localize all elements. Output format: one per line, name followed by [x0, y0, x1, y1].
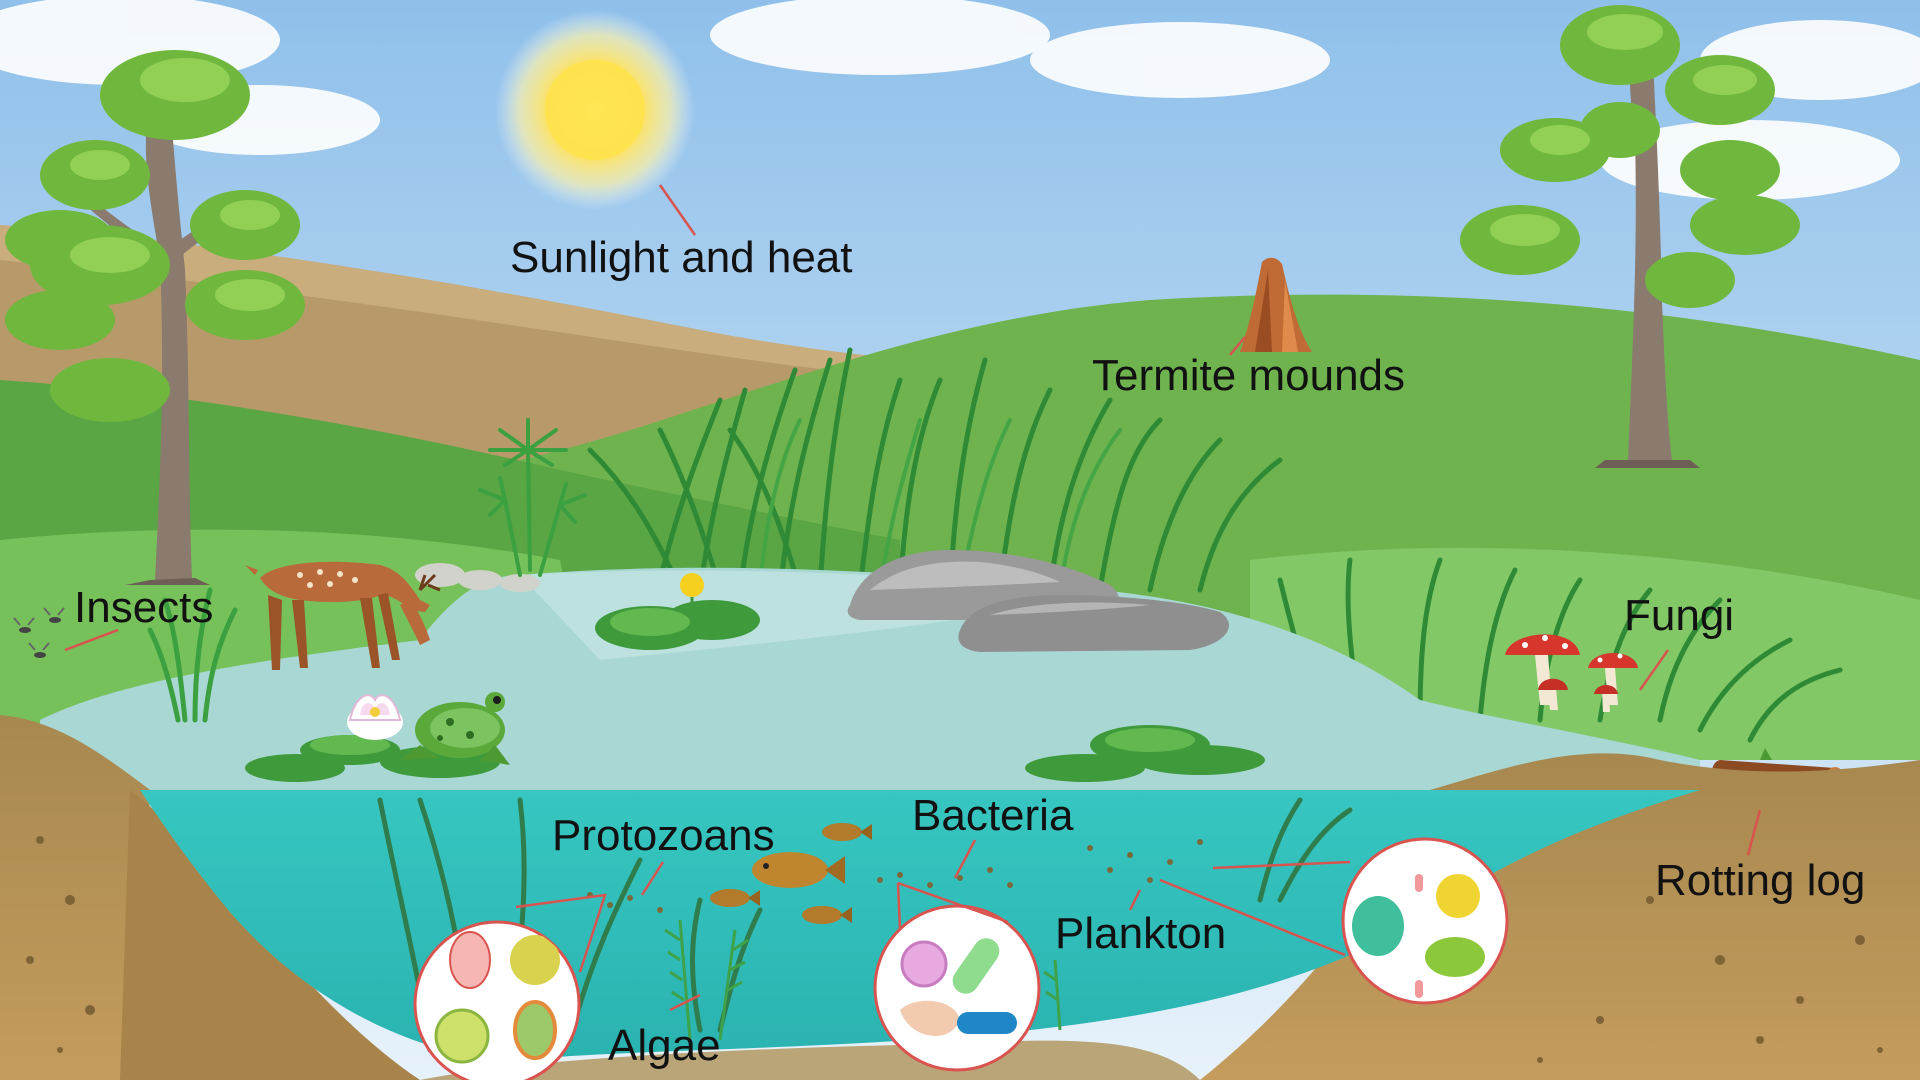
soil-texture — [26, 836, 1883, 1063]
insect-icons — [13, 607, 65, 658]
label-bacteria: Bacteria — [912, 791, 1074, 840]
termite-mound-icon — [1240, 257, 1312, 352]
rock-icon — [847, 550, 1229, 652]
reeds — [147, 587, 238, 723]
soil — [0, 715, 150, 1080]
bacteria-magnifier — [873, 904, 1041, 1072]
mushroom-icon — [1505, 634, 1638, 712]
plankton-magnifier — [1341, 837, 1509, 1005]
label-insects: Insects — [74, 583, 213, 632]
label-protozoans: Protozoans — [552, 811, 775, 860]
tree-icon-left — [5, 50, 305, 585]
deer-icon — [245, 561, 441, 670]
label-algae: Algae — [608, 1021, 721, 1070]
water-lily-icon — [347, 694, 403, 740]
protozoans-magnifier — [413, 920, 581, 1080]
label-fungi: Fungi — [1624, 591, 1734, 640]
label-plankton: Plankton — [1055, 909, 1226, 958]
tree-icon-right — [1460, 5, 1800, 468]
pebbles — [415, 563, 540, 592]
label-rotting-log: Rotting log — [1655, 856, 1865, 905]
label-termite-mounds: Termite mounds — [1092, 351, 1405, 400]
yellow-lily-icon — [680, 573, 704, 612]
papyrus-plant — [478, 418, 587, 577]
leader-lines — [64, 184, 1762, 1012]
plankton-dots — [587, 839, 1203, 913]
label-sunlight-and-heat: Sunlight and heat — [510, 233, 853, 282]
seaweed — [664, 919, 1062, 1041]
frog-icon — [400, 692, 510, 765]
fish-icon — [710, 823, 872, 924]
